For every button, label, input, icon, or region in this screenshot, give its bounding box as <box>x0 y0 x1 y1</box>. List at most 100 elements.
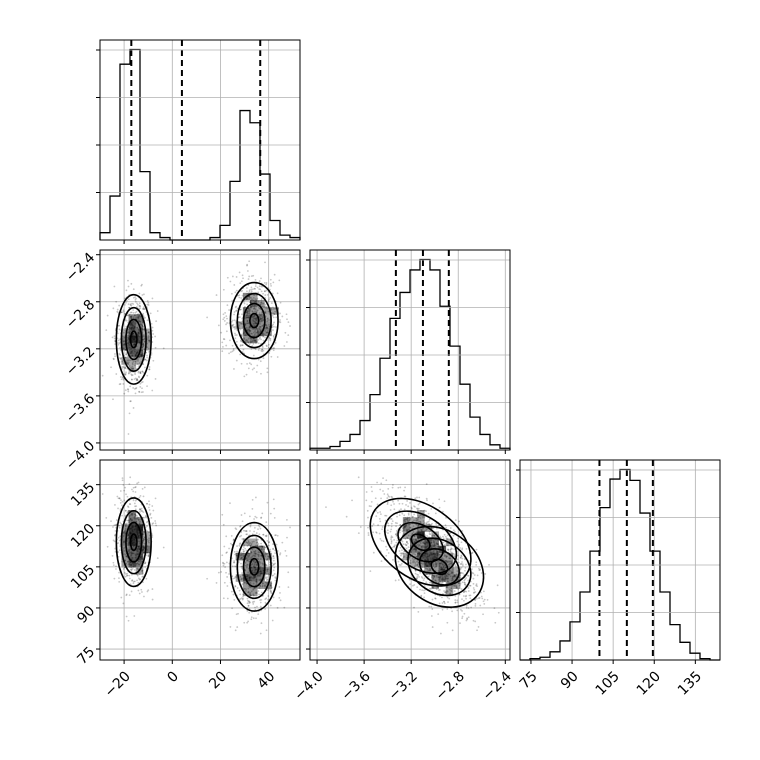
sample-point <box>143 536 146 539</box>
sample-point <box>446 555 448 558</box>
panel-background <box>520 460 720 660</box>
sample-point <box>426 564 429 567</box>
sample-point <box>428 605 431 608</box>
sample-point <box>425 510 427 513</box>
sample-point <box>420 546 423 548</box>
sample-point <box>253 367 255 370</box>
sample-point <box>417 536 419 538</box>
sample-point <box>132 580 135 583</box>
sample-point <box>414 506 416 508</box>
sample-point <box>367 534 370 536</box>
sample-point <box>137 331 140 334</box>
density-cell <box>438 560 447 568</box>
sample-point <box>248 576 251 579</box>
sample-point <box>131 363 134 366</box>
sample-point <box>129 303 132 306</box>
density-cell <box>242 538 251 547</box>
sample-point <box>114 530 117 532</box>
sample-point <box>137 589 140 592</box>
sample-point <box>235 576 238 579</box>
density-cell <box>402 517 411 525</box>
sample-point <box>245 316 248 319</box>
density-cell <box>445 588 454 597</box>
sample-point <box>238 544 241 547</box>
sample-point <box>136 332 139 335</box>
sample-point <box>255 532 258 534</box>
sample-point <box>131 324 134 327</box>
sample-point <box>452 566 455 569</box>
sample-point <box>272 316 275 319</box>
sample-point <box>427 544 429 546</box>
sample-point <box>387 494 390 497</box>
sample-point <box>441 580 444 582</box>
sample-point <box>249 523 252 526</box>
sample-point <box>128 532 131 534</box>
sample-point <box>401 512 404 515</box>
sample-point <box>433 541 435 543</box>
sample-point <box>409 526 412 529</box>
sample-point <box>253 334 256 337</box>
sample-point <box>133 327 136 330</box>
sample-point <box>439 535 441 538</box>
sample-point <box>414 572 417 575</box>
sample-point <box>134 300 137 303</box>
sample-point <box>132 525 134 528</box>
contour-level-1 <box>407 537 472 597</box>
sample-point <box>279 599 282 602</box>
sample-point <box>415 519 417 522</box>
sample-point <box>257 338 260 341</box>
sample-point <box>250 544 253 546</box>
sample-point <box>423 596 425 599</box>
sample-point <box>130 350 132 353</box>
sample-point <box>474 620 477 623</box>
sample-point <box>127 544 130 546</box>
sample-point <box>124 559 126 561</box>
density-cell <box>264 552 272 561</box>
sample-point <box>124 373 127 376</box>
sample-point <box>148 331 150 334</box>
sample-point <box>417 516 420 519</box>
sample-point <box>118 571 120 574</box>
sample-point <box>452 579 454 582</box>
sample-point <box>445 577 447 580</box>
sample-point <box>137 358 140 361</box>
sample-point <box>458 520 460 523</box>
sample-point <box>425 529 427 532</box>
sample-point <box>432 534 434 537</box>
sample-point <box>414 553 417 556</box>
sample-point <box>259 360 262 363</box>
sample-point <box>240 362 243 365</box>
sample-point <box>433 554 436 556</box>
sample-point <box>146 548 149 551</box>
sample-point <box>424 559 427 561</box>
y-tick-label: 135 <box>68 480 98 510</box>
sample-point <box>426 546 428 548</box>
sample-point <box>468 594 471 597</box>
sample-point <box>252 588 255 591</box>
sample-point <box>115 565 117 568</box>
sample-point <box>139 372 142 375</box>
sample-point <box>390 522 393 525</box>
sample-point <box>454 519 457 522</box>
sample-point <box>425 483 428 486</box>
density-cell <box>242 314 251 322</box>
sample-point <box>258 328 261 330</box>
sample-point <box>133 314 136 317</box>
sample-point <box>261 545 264 548</box>
sample-point <box>141 533 144 536</box>
sample-point <box>147 335 150 337</box>
histogram-bin <box>370 395 380 450</box>
sample-point <box>138 573 141 576</box>
sample-point <box>129 327 132 330</box>
histogram-bin <box>340 441 350 450</box>
sample-point <box>137 534 140 537</box>
x-tick-label: −3.6 <box>339 668 374 703</box>
sample-point <box>121 560 124 563</box>
sample-point <box>382 477 384 480</box>
contour-level-2 <box>125 318 143 361</box>
histogram-bin <box>220 225 230 240</box>
sample-point <box>435 562 438 565</box>
sample-point <box>257 553 260 556</box>
sample-point <box>387 522 389 525</box>
sample-point <box>217 324 220 327</box>
